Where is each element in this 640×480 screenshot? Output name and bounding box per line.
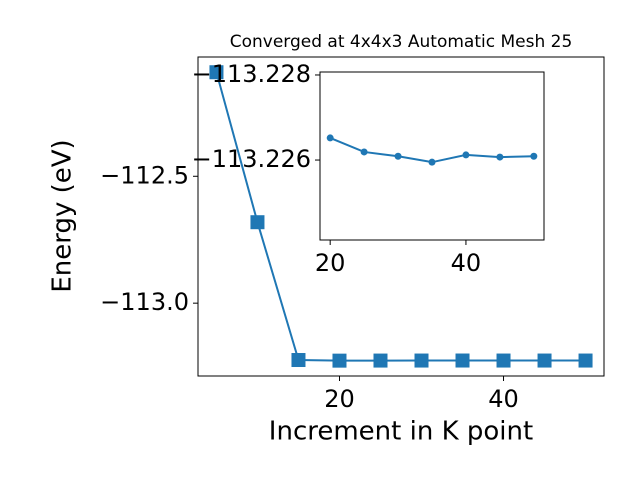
marker xyxy=(332,353,347,368)
x-tick-label: 40 xyxy=(451,249,482,277)
x-tick-label: 20 xyxy=(315,249,346,277)
marker xyxy=(326,134,334,142)
marker xyxy=(428,158,436,166)
y-axis-label: Energy (eV) xyxy=(48,139,78,292)
marker xyxy=(578,353,593,368)
axes-frame xyxy=(319,71,545,241)
x-axis-label: Increment in K point xyxy=(269,417,533,447)
y-tick-label: −113.226 xyxy=(192,145,311,173)
x-tick-label: 20 xyxy=(324,385,355,413)
marker xyxy=(414,353,429,368)
marker xyxy=(496,153,504,161)
x-tick-label: 40 xyxy=(488,385,519,413)
marker xyxy=(360,148,368,156)
marker xyxy=(291,353,306,368)
marker xyxy=(462,151,470,159)
chart-title: Converged at 4x4x3 Automatic Mesh 25 xyxy=(230,32,573,52)
y-tick-label: −112.5 xyxy=(100,161,189,189)
y-tick-label: −113.0 xyxy=(100,288,189,316)
marker xyxy=(455,353,470,368)
marker xyxy=(530,152,538,160)
marker xyxy=(250,215,265,230)
marker xyxy=(496,353,511,368)
y-tick-label: −113.228 xyxy=(192,60,311,88)
marker xyxy=(373,353,388,368)
axes-frame xyxy=(197,56,605,377)
marker xyxy=(537,353,552,368)
line xyxy=(215,71,586,362)
marker xyxy=(209,65,224,80)
marker xyxy=(394,152,402,160)
